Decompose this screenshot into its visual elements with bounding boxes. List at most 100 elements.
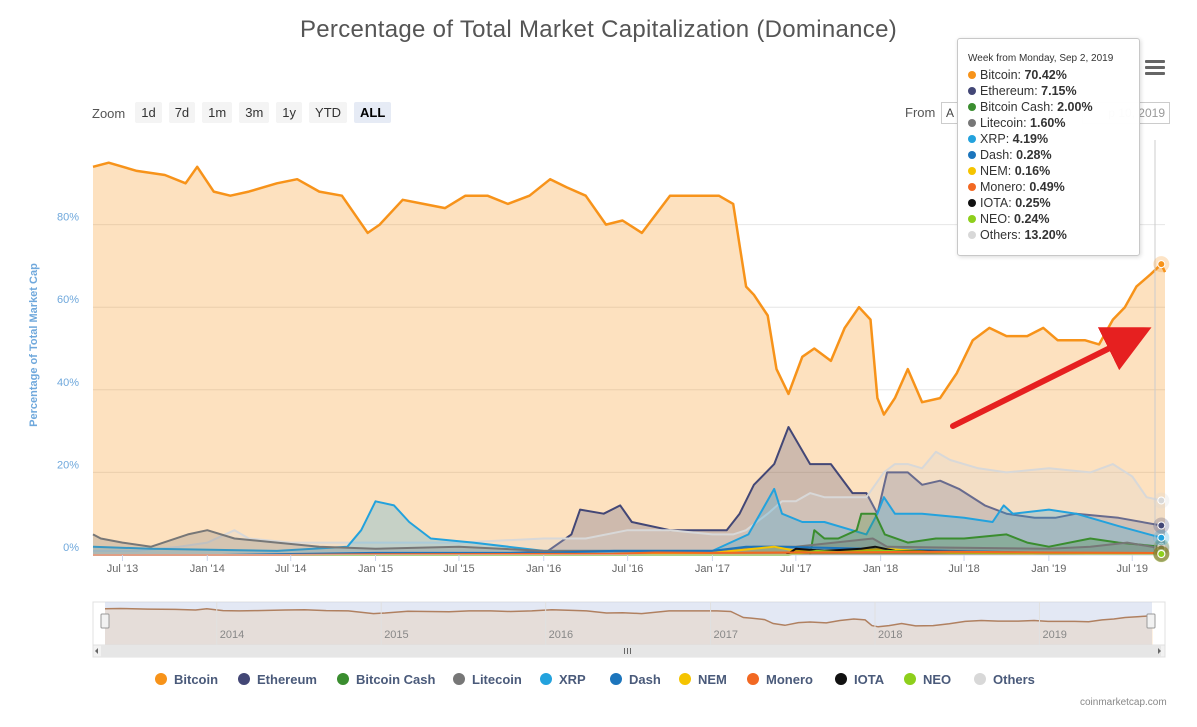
legend-item-nem[interactable]: NEM (679, 672, 727, 687)
legend-item-dash[interactable]: Dash (610, 672, 661, 687)
x-tick-label: Jan '17 (695, 563, 730, 575)
series-line-xrp (92, 487, 1165, 552)
navigator-year-label: 2017 (714, 629, 738, 641)
legend-dot (679, 673, 691, 685)
series-area-bitcoin-cash (810, 513, 1165, 555)
tooltip-dot (968, 199, 976, 207)
tooltip-dot (968, 135, 976, 143)
legend-label: Monero (766, 672, 813, 687)
navigator-area (105, 608, 1153, 645)
chart-title: Percentage of Total Market Capitalizatio… (299, 16, 898, 43)
tooltip-series-value: 13.20% (1024, 228, 1067, 242)
x-tick-label: Jul '17 (780, 563, 811, 575)
scrollbar-grip-icon (627, 648, 628, 654)
hover-marker-neo (1157, 550, 1166, 559)
scrollbar-grip-icon (624, 648, 625, 654)
tooltip-series-name: IOTA: (980, 196, 1016, 210)
navigator-selection (105, 602, 1152, 645)
legend-label: Litecoin (472, 672, 522, 687)
tooltip-row-monero: Monero: 0.49% (958, 180, 1139, 196)
tooltip-dot (968, 231, 976, 239)
navigator-left-handle[interactable] (100, 613, 110, 629)
legend-item-litecoin[interactable]: Litecoin (453, 672, 522, 687)
scroll-left-arrow-icon (95, 648, 98, 654)
tooltip-dot (968, 119, 976, 127)
data-tooltip: Week from Monday, Sep 2, 2019 Bitcoin: 7… (957, 38, 1140, 256)
y-tick-label: 60% (57, 294, 79, 306)
tooltip-row-neo: NEO: 0.24% (958, 212, 1139, 228)
navigator-right-handle[interactable] (1146, 613, 1156, 629)
hamburger-menu-icon[interactable] (1145, 60, 1165, 76)
legend-dot (238, 673, 250, 685)
hover-marker-bitcoin (1157, 260, 1166, 269)
tooltip-rows: Bitcoin: 70.42% Ethereum: 7.15% Bitcoin Ca… (958, 68, 1139, 244)
legend-label: Bitcoin Cash (356, 672, 436, 687)
hover-marker-ethereum (1157, 521, 1166, 530)
series-area-ethereum (93, 427, 1165, 555)
tooltip-series-name: XRP: (980, 132, 1013, 146)
x-tick-label: Jul '18 (948, 563, 979, 575)
legend-item-neo[interactable]: NEO (904, 672, 951, 687)
zoom-7d-button[interactable]: 7d (168, 102, 196, 123)
series-areas (92, 161, 1167, 556)
x-tick-label: Jan '14 (190, 563, 225, 575)
tooltip-dot (968, 215, 976, 223)
zoom-1d-button[interactable]: 1d (135, 102, 162, 123)
zoom-1m-button[interactable]: 1m (202, 102, 233, 123)
legend-dot (540, 673, 552, 685)
scroll-right-arrow-icon (1158, 648, 1161, 654)
zoom-3m-button[interactable]: 3m (239, 102, 270, 123)
legend-label: NEO (923, 672, 952, 687)
legend-item-bitcoin-cash[interactable]: Bitcoin Cash (337, 672, 435, 687)
navigator-year-label: 2015 (384, 629, 408, 641)
tooltip-row-ethereum: Ethereum: 7.15% (958, 84, 1139, 100)
legend-label: NEM (698, 672, 727, 687)
scrollbar-grip-icon (630, 648, 631, 654)
y-tick-label: 80% (57, 212, 79, 224)
legend-item-xrp[interactable]: XRP (540, 672, 586, 687)
legend-item-monero[interactable]: Monero (747, 672, 813, 687)
x-axis: Jul '13 Jan '14 Jul '14 Jan '15 Jul '15 Jan '… (93, 554, 1165, 575)
zoom-all-button[interactable]: ALL (354, 102, 392, 123)
zoom-bar: Zoom 1d 7d 1m 3m 1y YTD ALL (92, 102, 398, 123)
legend-label: IOTA (854, 672, 885, 687)
zoom-1y-button[interactable]: 1y (276, 102, 303, 123)
x-tick-label: Jul '16 (612, 563, 643, 575)
series-line-monero (93, 550, 1165, 556)
series-line-ethereum (93, 426, 1166, 556)
legend-item-others[interactable]: Others (974, 672, 1035, 687)
tooltip-header: Week from Monday, Sep 2, 2019 (968, 53, 1114, 64)
legend-item-iota[interactable]: IOTA (835, 672, 884, 687)
legend-item-bitcoin[interactable]: Bitcoin (155, 672, 218, 687)
legend-item-ethereum[interactable]: Ethereum (238, 672, 317, 687)
tooltip-series-name: Ethereum: (980, 84, 1042, 98)
tooltip-series-value: 0.24% (1014, 212, 1050, 226)
legend-dot (904, 673, 916, 685)
tooltip-dot (968, 183, 976, 191)
legend-dot (835, 673, 847, 685)
legend-dot (155, 673, 167, 685)
tooltip-row-xrp: XRP: 4.19% (958, 132, 1139, 148)
tooltip-series-value: 0.28% (1016, 148, 1052, 162)
tooltip-series-name: Monero: (980, 180, 1030, 194)
tooltip-dot (968, 87, 976, 95)
tooltip-series-name: Bitcoin Cash: (980, 100, 1058, 114)
y-tick-label: 20% (57, 459, 79, 471)
tooltip-row-bitcoin-cash: Bitcoin Cash: 2.00% (958, 100, 1139, 116)
navigator-year-label: 2016 (549, 629, 573, 641)
tooltip-series-name: Dash: (980, 148, 1017, 162)
series-area-bitcoin (93, 162, 1165, 555)
tooltip-series-value: 70.42% (1024, 68, 1067, 82)
tooltip-row-litecoin: Litecoin: 1.60% (958, 116, 1139, 132)
legend-dot (610, 673, 622, 685)
navigator-year-label: 2018 (878, 629, 902, 641)
y-axis-title: Percentage of Total Market Cap (28, 263, 40, 427)
tooltip-series-name: Others: (980, 228, 1025, 242)
navigator-line (104, 607, 1154, 628)
tooltip-dot (968, 167, 976, 175)
tooltip-series-name: NEM: (980, 164, 1015, 178)
legend-label: Bitcoin (174, 672, 219, 687)
series-area-others (93, 451, 1165, 555)
zoom-ytd-button[interactable]: YTD (309, 102, 348, 123)
legend-label: Dash (629, 672, 661, 687)
